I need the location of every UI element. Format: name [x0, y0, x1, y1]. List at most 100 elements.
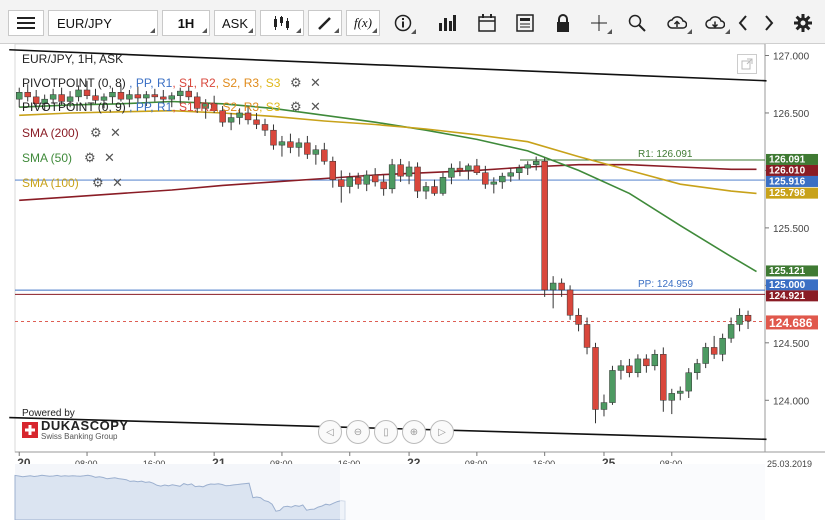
indicator-sma-100[interactable]: SMA (100) [22, 176, 79, 190]
popout-icon [741, 58, 753, 70]
logo-brand-text: DUKASCOPY [41, 418, 129, 433]
pivot-8-settings-icon[interactable]: ⚙ [290, 75, 302, 90]
candle [677, 386, 684, 401]
draw-button[interactable] [308, 10, 342, 36]
calendar-button[interactable] [470, 10, 504, 36]
chart-area[interactable]: R1: 126.091 PP: 124.959 127.000 126.500 126… [0, 44, 825, 520]
navigator-window[interactable] [340, 464, 765, 520]
candle [448, 163, 455, 185]
instrument-select[interactable]: EUR/JPY [48, 10, 158, 36]
candle [117, 85, 125, 102]
candle-body [541, 160, 548, 291]
scroll-back-button[interactable]: ◁ [318, 420, 342, 444]
candle [49, 88, 57, 104]
instrument-label: EUR/JPY [57, 16, 112, 31]
sma-100-close-icon[interactable]: ✕ [112, 175, 123, 190]
reset-zoom-button[interactable]: ▯ [374, 420, 398, 444]
scroll-right-button[interactable] [758, 10, 780, 36]
popout-button[interactable] [737, 54, 757, 74]
candle-body [532, 160, 540, 165]
candle [532, 156, 540, 171]
candle-body [134, 94, 142, 99]
candle [549, 276, 557, 309]
settings-button[interactable] [790, 10, 816, 36]
candle-body [32, 96, 40, 105]
candle [507, 168, 514, 182]
indicator-name: PIVOTPOINT (0, 8) [22, 76, 126, 90]
candle [405, 161, 413, 185]
candle-body [524, 164, 531, 169]
price-tick-label: 127.000 [773, 51, 810, 62]
candle [143, 91, 150, 107]
price-badge [766, 279, 818, 291]
candle [702, 342, 709, 369]
candle [668, 388, 675, 415]
key-r1: , R1 [150, 100, 173, 114]
candle-body [109, 92, 116, 98]
scroll-left-button[interactable] [732, 10, 754, 36]
indicator-pivot-9[interactable]: PIVOTPOINT (0, 9) , PP, R1, S1, R2, S2, … [22, 100, 280, 114]
candle [75, 85, 82, 102]
candle [643, 354, 650, 373]
price-tick-label: 124.500 [773, 339, 810, 350]
candle [719, 333, 726, 362]
price-badge [766, 315, 818, 330]
calendar-icon [478, 14, 496, 32]
pivot-9-settings-icon[interactable]: ⚙ [290, 99, 302, 114]
candle-body [126, 94, 133, 100]
indicator-sma-50[interactable]: SMA (50) [22, 151, 73, 165]
crosshair-button[interactable] [584, 10, 614, 36]
key-s2: , S2 [215, 76, 238, 90]
scroll-forward-button[interactable]: ▷ [430, 420, 454, 444]
key-s1: , S1 [172, 76, 194, 90]
news-button[interactable] [508, 10, 542, 36]
candle [219, 106, 226, 127]
candle-body [566, 289, 574, 316]
sma-50-close-icon[interactable]: ✕ [104, 150, 115, 165]
candle-body [431, 186, 438, 194]
info-button[interactable] [388, 10, 418, 36]
candle [16, 87, 23, 108]
period-select[interactable]: 1H [162, 10, 210, 36]
download-button[interactable] [698, 10, 732, 36]
candle-body [482, 172, 489, 185]
info-icon [394, 14, 412, 32]
zoom-out-button[interactable]: ⊖ [346, 420, 370, 444]
sma-200-settings-icon[interactable]: ⚙ [90, 125, 102, 140]
candle [109, 87, 116, 104]
zoom-in-button[interactable]: ⊕ [402, 420, 426, 444]
candle-body [490, 181, 498, 185]
candle [363, 170, 370, 192]
key-r1: , R1 [150, 76, 173, 90]
chart-type-button[interactable] [260, 10, 304, 36]
candle [160, 89, 167, 104]
side-select[interactable]: ASK [214, 10, 256, 36]
price-badge [766, 290, 818, 302]
sma-200-close-icon[interactable]: ✕ [110, 125, 121, 140]
candle-body [227, 117, 235, 123]
candle-body [651, 354, 659, 367]
menu-button[interactable] [8, 10, 44, 36]
candles[interactable] [16, 80, 752, 424]
candle [634, 354, 642, 378]
indicator-pivot-8[interactable]: PIVOTPOINT (0, 8) , PP, R1, S1, R2, S2, … [22, 76, 280, 90]
candle-body [304, 142, 311, 155]
indicators-button[interactable]: f(x) [346, 10, 380, 36]
sma-50-settings-icon[interactable]: ⚙ [84, 150, 96, 165]
lock-button[interactable] [548, 10, 578, 36]
candle-body [516, 167, 523, 173]
candle [151, 88, 159, 102]
indicator-sma-200[interactable]: SMA (200) [22, 126, 79, 140]
sma-100-settings-icon[interactable]: ⚙ [92, 175, 104, 190]
candle-body [58, 94, 65, 102]
upload-button[interactable] [660, 10, 694, 36]
candle-body [702, 347, 709, 364]
pivot-8-close-icon[interactable]: ✕ [310, 75, 321, 90]
price-chart[interactable]: R1: 126.091 PP: 124.959 127.000 126.500 126… [0, 44, 825, 520]
pivot-9-close-icon[interactable]: ✕ [310, 99, 321, 114]
menu-icon [17, 17, 35, 29]
volume-button[interactable] [430, 10, 464, 36]
key-s3: , S3 [259, 100, 281, 114]
zoom-button[interactable] [622, 10, 652, 36]
candle [185, 85, 192, 101]
